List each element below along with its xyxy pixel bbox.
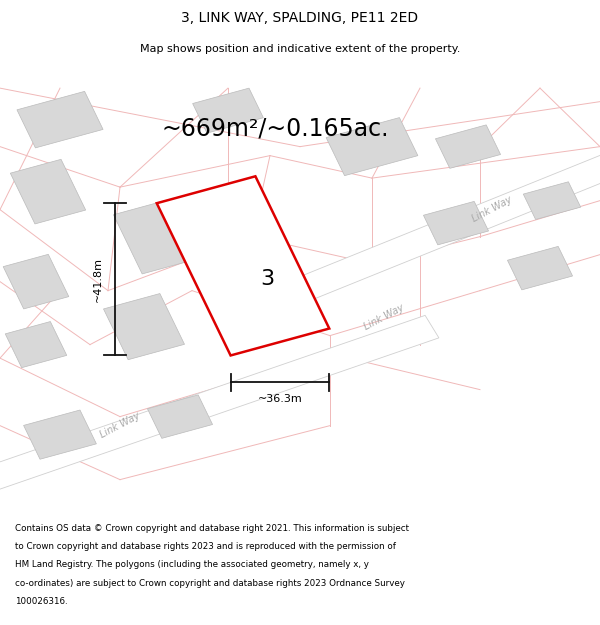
Polygon shape [113,199,199,274]
Text: co-ordinates) are subject to Crown copyright and database rights 2023 Ordnance S: co-ordinates) are subject to Crown copyr… [15,579,405,587]
Text: Link Way: Link Way [470,195,514,224]
Polygon shape [10,159,86,224]
Polygon shape [157,176,329,356]
Polygon shape [508,246,572,290]
Text: ~36.3m: ~36.3m [257,394,302,404]
Text: ~669m²/~0.165ac.: ~669m²/~0.165ac. [162,117,389,141]
Text: Contains OS data © Crown copyright and database right 2021. This information is : Contains OS data © Crown copyright and d… [15,524,409,533]
Polygon shape [103,294,185,360]
Polygon shape [193,88,263,133]
Polygon shape [326,118,418,176]
Polygon shape [3,254,69,309]
Text: Link Way: Link Way [362,303,406,332]
Polygon shape [148,395,212,438]
Polygon shape [5,321,67,368]
Polygon shape [523,182,581,219]
Polygon shape [424,201,488,245]
Text: 100026316.: 100026316. [15,596,68,606]
Polygon shape [436,125,500,168]
Text: Map shows position and indicative extent of the property.: Map shows position and indicative extent… [140,44,460,54]
Text: ~41.8m: ~41.8m [93,257,103,302]
Text: 3: 3 [260,269,274,289]
Text: to Crown copyright and database rights 2023 and is reproduced with the permissio: to Crown copyright and database rights 2… [15,542,396,551]
Polygon shape [17,91,103,148]
Text: HM Land Registry. The polygons (including the associated geometry, namely x, y: HM Land Registry. The polygons (includin… [15,561,369,569]
Polygon shape [0,316,439,491]
Text: 3, LINK WAY, SPALDING, PE11 2ED: 3, LINK WAY, SPALDING, PE11 2ED [181,11,419,26]
Polygon shape [292,154,600,301]
Text: Link Way: Link Way [98,411,142,441]
Polygon shape [23,410,97,459]
